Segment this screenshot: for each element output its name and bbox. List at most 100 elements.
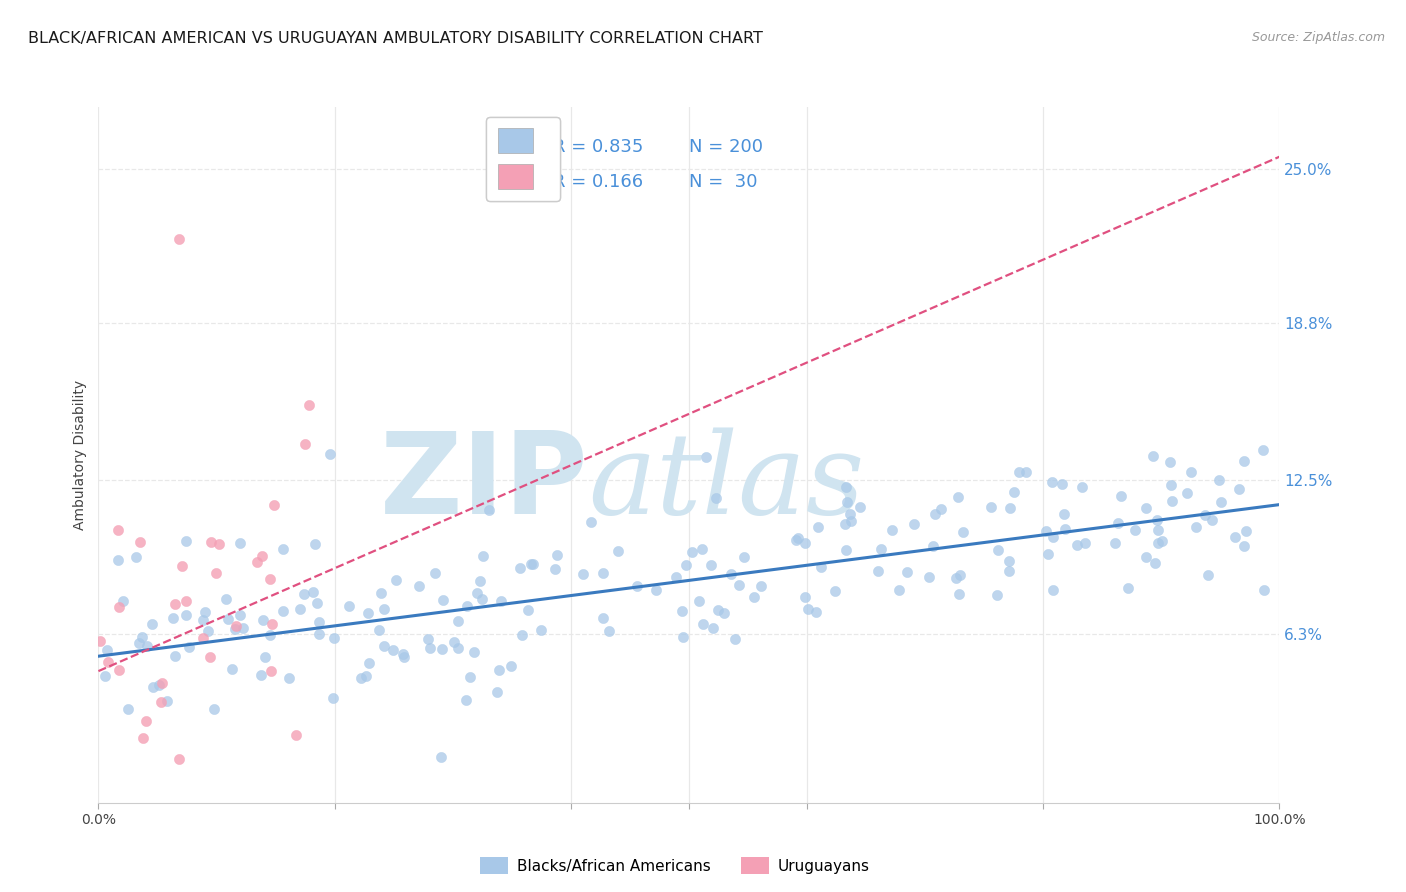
Point: [432, 641, 454, 656]
Point: [172, 559, 194, 574]
Point: [870, 541, 893, 556]
Point: [1107, 516, 1129, 531]
Point: [429, 750, 451, 764]
Point: [253, 649, 276, 664]
Point: [1111, 489, 1133, 503]
Point: [148, 678, 170, 692]
Point: [107, 663, 129, 677]
Point: [1116, 581, 1139, 595]
Point: [998, 564, 1021, 578]
Point: [1070, 480, 1092, 494]
Point: [197, 624, 219, 639]
Text: atlas: atlas: [589, 427, 865, 538]
Point: [215, 591, 238, 606]
Point: [688, 594, 710, 608]
Point: [423, 566, 446, 580]
Point: [1201, 513, 1223, 527]
Point: [432, 592, 454, 607]
Point: [165, 649, 187, 664]
Point: [337, 599, 360, 613]
Point: [174, 593, 197, 607]
Point: [834, 516, 856, 531]
Point: [742, 591, 765, 605]
Legend: , : ,: [486, 117, 560, 201]
Point: [1002, 484, 1025, 499]
Point: [835, 495, 858, 509]
Point: [544, 562, 567, 576]
Point: [1253, 583, 1275, 598]
Point: [156, 694, 179, 708]
Point: [373, 639, 395, 653]
Point: [1180, 466, 1202, 480]
Point: [1104, 536, 1126, 550]
Point: [292, 587, 315, 601]
Point: [463, 645, 485, 659]
Point: [626, 579, 648, 593]
Point: [471, 591, 494, 606]
Point: [849, 500, 872, 514]
Point: [924, 507, 946, 521]
Point: [263, 498, 285, 512]
Point: [945, 571, 967, 585]
Point: [488, 663, 510, 677]
Point: [733, 550, 755, 565]
Point: [294, 437, 316, 451]
Point: [259, 572, 281, 586]
Point: [1160, 478, 1182, 492]
Point: [882, 523, 904, 537]
Point: [807, 520, 830, 534]
Point: [221, 662, 243, 676]
Point: [785, 533, 807, 547]
Point: [690, 542, 713, 557]
Point: [903, 516, 925, 531]
Point: [162, 611, 184, 625]
Point: [1052, 507, 1074, 521]
Point: [1042, 530, 1064, 544]
Point: [167, 752, 190, 766]
Point: [250, 549, 273, 563]
Point: [193, 632, 215, 646]
Point: [645, 582, 668, 597]
Point: [486, 685, 509, 699]
Point: [322, 691, 344, 706]
Point: [111, 594, 134, 608]
Point: [598, 624, 620, 638]
Text: R = 0.166: R = 0.166: [553, 173, 644, 191]
Point: [887, 583, 910, 598]
Point: [97, 656, 120, 670]
Point: [1035, 524, 1057, 538]
Point: [520, 557, 543, 571]
Point: [174, 607, 197, 622]
Point: [948, 587, 970, 601]
Point: [797, 601, 820, 615]
Point: [1147, 536, 1170, 550]
Point: [1053, 522, 1076, 536]
Point: [1234, 524, 1257, 538]
Point: [271, 604, 294, 618]
Point: [408, 579, 430, 593]
Point: [896, 566, 918, 580]
Point: [695, 450, 717, 464]
Point: [456, 599, 478, 614]
Point: [1150, 533, 1173, 548]
Point: [208, 537, 231, 551]
Point: [384, 573, 406, 587]
Text: N = 200: N = 200: [689, 138, 763, 156]
Point: [1161, 494, 1184, 508]
Point: [1232, 454, 1254, 468]
Point: [1233, 539, 1256, 553]
Point: [949, 568, 972, 582]
Point: [89, 634, 111, 648]
Point: [702, 622, 724, 636]
Point: [841, 515, 863, 529]
Point: [707, 603, 730, 617]
Point: [194, 605, 217, 619]
Point: [259, 628, 281, 642]
Point: [1000, 501, 1022, 516]
Point: [202, 702, 225, 716]
Point: [1040, 475, 1063, 489]
Point: [980, 500, 1002, 514]
Point: [728, 577, 751, 591]
Text: Source: ZipAtlas.com: Source: ZipAtlas.com: [1251, 31, 1385, 45]
Point: [1211, 494, 1233, 508]
